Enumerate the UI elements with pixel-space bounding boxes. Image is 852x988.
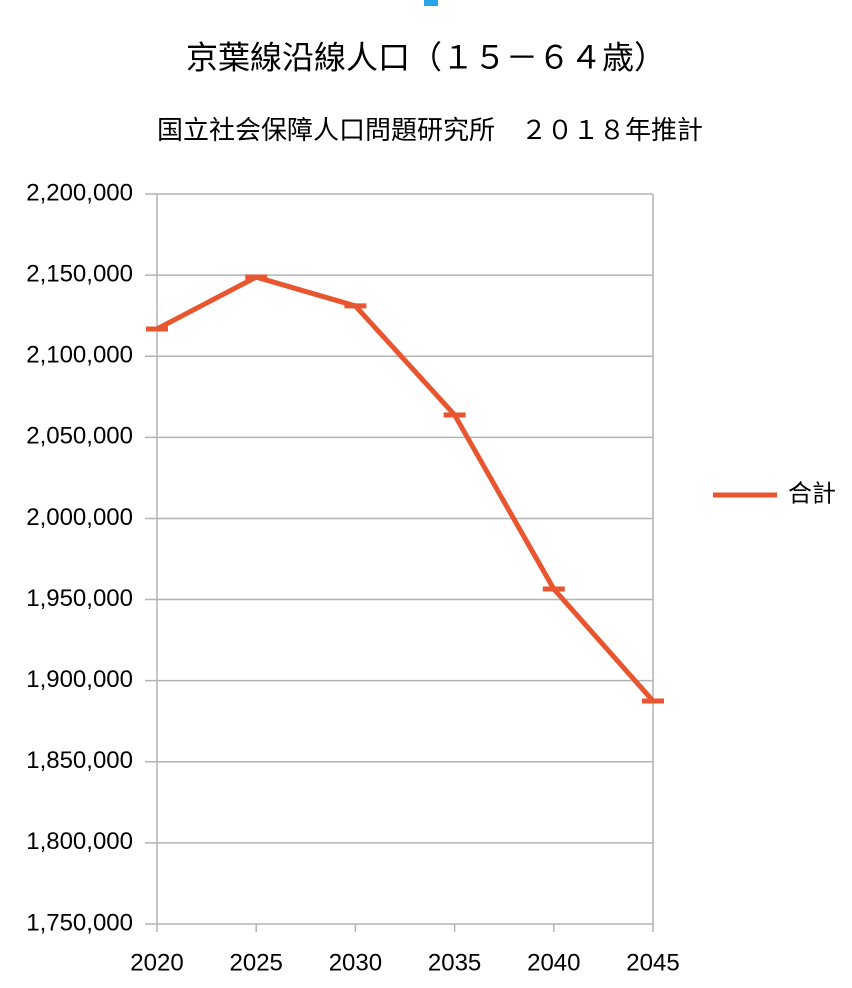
y-tick-label: 1,800,000	[26, 828, 133, 855]
x-tick-label: 2030	[329, 949, 382, 976]
x-tick-label: 2045	[626, 949, 679, 976]
x-tick-label: 2025	[230, 949, 283, 976]
line-series	[155, 274, 655, 703]
y-tick-label: 2,100,000	[26, 342, 133, 369]
y-tick-label: 1,950,000	[26, 585, 133, 612]
y-tick-label: 1,900,000	[26, 666, 133, 693]
x-tick-label: 2020	[130, 949, 183, 976]
x-tick-label: 2040	[527, 949, 580, 976]
y-tick-label: 1,850,000	[26, 747, 133, 774]
y-tick-label: 2,150,000	[26, 260, 133, 287]
x-tick-label: 2035	[428, 949, 481, 976]
y-tick-label: 2,050,000	[26, 423, 133, 450]
y-tick-label: 2,000,000	[26, 504, 133, 531]
selection-handle	[424, 0, 438, 6]
chart-title: 京葉線沿線人口（１５－６４歳）	[186, 39, 666, 75]
legend-label: 合計	[788, 480, 836, 507]
y-tick-label: 2,200,000	[26, 179, 133, 206]
y-tick-label: 1,750,000	[26, 909, 133, 936]
chart-subtitle: 国立社会保障人口問題研究所 ２０１８年推計	[157, 115, 703, 145]
